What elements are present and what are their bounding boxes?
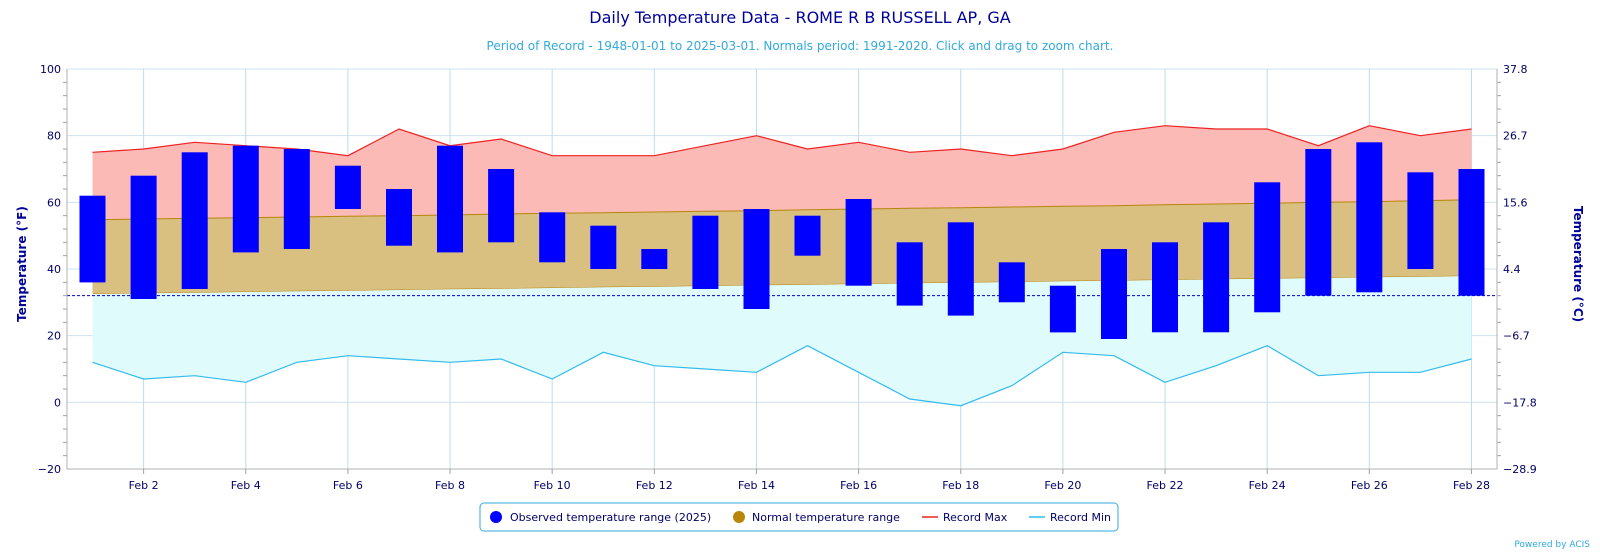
legend[interactable]: Observed temperature range (2025) Normal… bbox=[479, 502, 1119, 532]
y-tick-label-left: 40 bbox=[47, 263, 61, 276]
x-tick-label: Feb 4 bbox=[231, 479, 261, 492]
y-tick-label-right: 26.7 bbox=[1503, 130, 1528, 143]
x-tick-label: Feb 2 bbox=[129, 479, 159, 492]
observed-range-bar[interactable] bbox=[1305, 149, 1332, 296]
observed-range-bar[interactable] bbox=[845, 199, 872, 286]
observed-range-bar[interactable] bbox=[283, 149, 310, 249]
observed-range-bar[interactable] bbox=[998, 262, 1025, 303]
observed-range-bar[interactable] bbox=[590, 225, 617, 269]
normal-marker-icon bbox=[733, 511, 745, 523]
legend-item-record-max[interactable]: Record Max bbox=[922, 511, 1008, 524]
observed-range-bar[interactable] bbox=[641, 249, 668, 269]
credit-link[interactable]: Powered by ACIS bbox=[1514, 540, 1590, 550]
observed-range-bar[interactable] bbox=[1049, 285, 1076, 333]
observed-marker-icon bbox=[490, 511, 502, 523]
legend-item-record-min[interactable]: Record Min bbox=[1029, 511, 1111, 524]
x-tick-label: Feb 24 bbox=[1249, 479, 1286, 492]
observed-range-bar[interactable] bbox=[79, 195, 106, 283]
chart-title: Daily Temperature Data - ROME R B RUSSEL… bbox=[589, 8, 1010, 27]
x-tick-label: Feb 12 bbox=[636, 479, 673, 492]
observed-range-bar[interactable] bbox=[437, 145, 463, 253]
observed-range-bar[interactable] bbox=[1407, 172, 1434, 269]
observed-range-bar[interactable] bbox=[232, 145, 259, 253]
x-tick-label: Feb 8 bbox=[435, 479, 465, 492]
x-tick-label: Feb 10 bbox=[534, 479, 571, 492]
observed-range-bar[interactable] bbox=[488, 169, 515, 243]
observed-range-bar[interactable] bbox=[896, 242, 923, 306]
y-tick-label-left: 60 bbox=[47, 196, 61, 209]
y-axis-title-left: Temperature (°F) bbox=[15, 206, 29, 322]
y-tick-label-left: 80 bbox=[47, 130, 61, 143]
y-tick-label-right: 15.6 bbox=[1503, 196, 1528, 209]
observed-range-bar[interactable] bbox=[794, 215, 821, 256]
observed-range-bar[interactable] bbox=[1152, 242, 1178, 333]
observed-range-bar[interactable] bbox=[334, 165, 361, 209]
chart-subtitle: Period of Record - 1948-01-01 to 2025-03… bbox=[487, 39, 1114, 53]
observed-range-bar[interactable] bbox=[1101, 249, 1127, 339]
observed-range-bar[interactable] bbox=[130, 175, 157, 299]
legend-item-observed[interactable]: Observed temperature range (2025) bbox=[490, 511, 711, 524]
observed-range-bar[interactable] bbox=[1356, 142, 1383, 293]
x-tick-label: Feb 28 bbox=[1453, 479, 1490, 492]
x-tick-label: Feb 14 bbox=[738, 479, 775, 492]
legend-box bbox=[479, 502, 1119, 532]
y-axis-title-right: Temperature (°C) bbox=[1571, 206, 1585, 322]
observed-range-bar[interactable] bbox=[692, 215, 719, 289]
x-tick-label: Feb 20 bbox=[1044, 479, 1081, 492]
observed-range-bar[interactable] bbox=[181, 152, 208, 289]
y-tick-label-left: 20 bbox=[47, 330, 61, 343]
legend-label-observed: Observed temperature range (2025) bbox=[510, 511, 711, 524]
legend-label-record-min: Record Min bbox=[1050, 511, 1111, 524]
x-tick-label: Feb 18 bbox=[942, 479, 979, 492]
legend-item-normal[interactable]: Normal temperature range bbox=[733, 511, 900, 524]
observed-range-bar[interactable] bbox=[1203, 222, 1230, 333]
y-tick-label-left: 0 bbox=[54, 396, 61, 409]
record-min-line[interactable] bbox=[92, 345, 1472, 407]
record-max-line[interactable] bbox=[92, 125, 1472, 157]
observed-range-bar[interactable] bbox=[947, 222, 974, 316]
y-tick-label-right: −28.9 bbox=[1503, 463, 1537, 476]
x-tick-label: Feb 6 bbox=[333, 479, 363, 492]
y-tick-label-right: −6.7 bbox=[1503, 330, 1530, 343]
plot-area[interactable]: 100 80 60 40 20 0 −20 37.8 26.7 15.6 4.4 −6.7 −17.8 −… bbox=[38, 63, 1537, 492]
observed-range-bar[interactable] bbox=[1254, 182, 1281, 313]
normal-high-line bbox=[92, 199, 1472, 221]
observed-range-bar[interactable] bbox=[743, 209, 770, 309]
legend-label-normal: Normal temperature range bbox=[752, 511, 900, 524]
observed-range-bar[interactable] bbox=[386, 189, 412, 246]
legend-label-record-max: Record Max bbox=[943, 511, 1008, 524]
y-tick-label-left: 100 bbox=[40, 63, 61, 76]
y-tick-label-right: 4.4 bbox=[1503, 263, 1521, 276]
x-tick-label: Feb 16 bbox=[840, 479, 877, 492]
observed-range-bar[interactable] bbox=[539, 212, 566, 263]
y-tick-label-left: −20 bbox=[38, 463, 61, 476]
observed-range-bar[interactable] bbox=[1458, 169, 1485, 296]
y-tick-label-right: 37.8 bbox=[1503, 63, 1528, 76]
y-tick-label-right: −17.8 bbox=[1503, 396, 1537, 409]
x-tick-label: Feb 22 bbox=[1147, 479, 1184, 492]
x-tick-label: Feb 26 bbox=[1351, 479, 1388, 492]
